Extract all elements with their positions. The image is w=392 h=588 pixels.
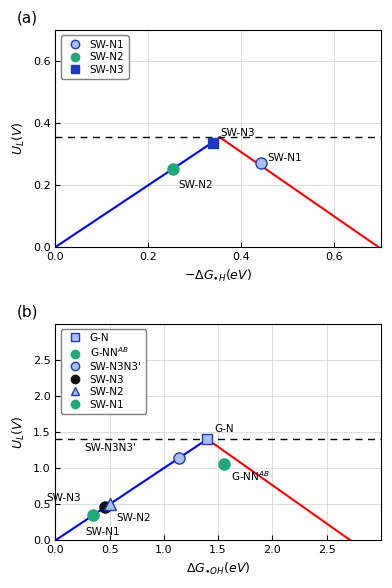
Legend: G-N, G-NN$^{AB}$, SW-N3N3', SW-N3, SW-N2, SW-N1: G-N, G-NN$^{AB}$, SW-N3N3', SW-N3, SW-N2… — [61, 329, 146, 414]
Text: G-NN$^{AB}$: G-NN$^{AB}$ — [230, 469, 269, 483]
X-axis label: $\Delta G_{\bullet OH}(eV)$: $\Delta G_{\bullet OH}(eV)$ — [186, 561, 250, 577]
Text: (b): (b) — [16, 304, 38, 319]
Y-axis label: $U_L(V)$: $U_L(V)$ — [11, 415, 27, 449]
Text: G-N: G-N — [214, 424, 234, 434]
Y-axis label: $U_L(V)$: $U_L(V)$ — [11, 122, 27, 155]
Text: SW-N2: SW-N2 — [179, 180, 213, 190]
Text: SW-N3: SW-N3 — [46, 493, 81, 503]
Text: SW-N1: SW-N1 — [268, 153, 303, 163]
Legend: SW-N1, SW-N2, SW-N3: SW-N1, SW-N2, SW-N3 — [61, 35, 129, 79]
Text: SW-N3N3': SW-N3N3' — [85, 443, 136, 453]
Text: SW-N2: SW-N2 — [116, 513, 151, 523]
Text: SW-N3: SW-N3 — [220, 128, 255, 138]
Text: (a): (a) — [16, 11, 38, 26]
X-axis label: $-\Delta G_{\bullet H}(eV)$: $-\Delta G_{\bullet H}(eV)$ — [184, 268, 252, 283]
Text: SW-N1: SW-N1 — [86, 527, 120, 537]
